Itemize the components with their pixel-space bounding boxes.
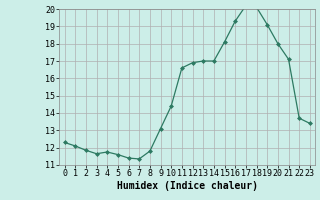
X-axis label: Humidex (Indice chaleur): Humidex (Indice chaleur) (117, 181, 258, 191)
